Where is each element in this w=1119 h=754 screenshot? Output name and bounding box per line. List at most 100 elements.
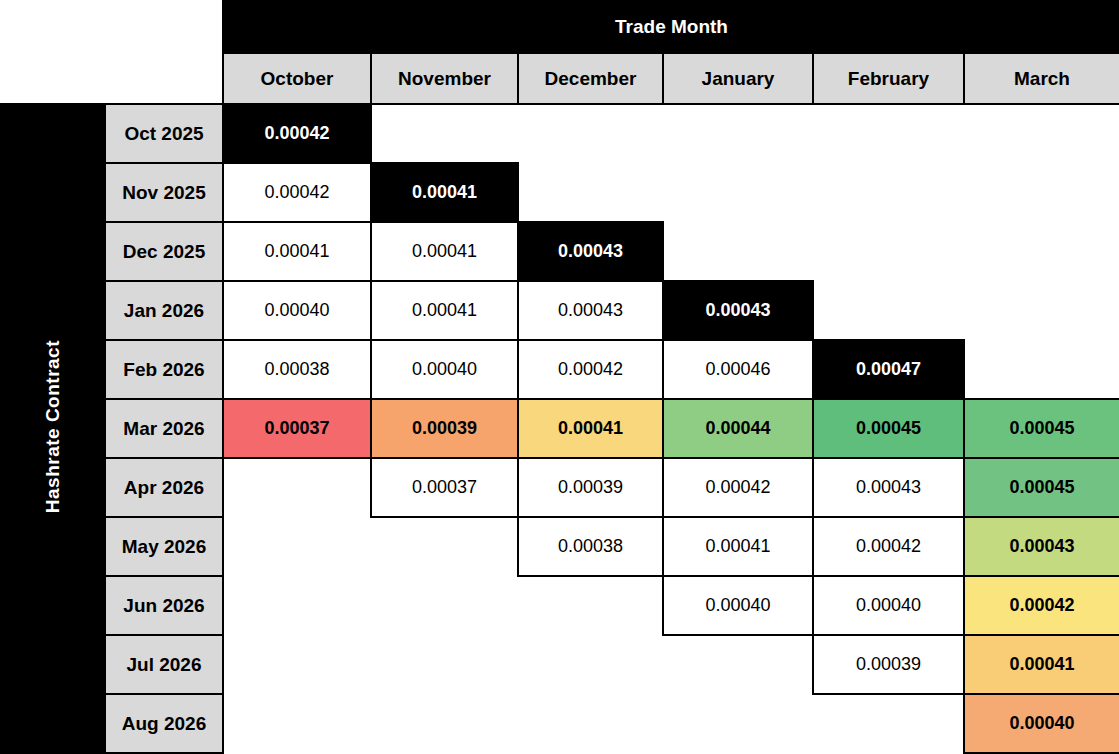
matrix-body: Hashrate ContractOct 20250.00042Nov 2025…: [1, 104, 1119, 753]
row-label-jul-2026: Jul 2026: [105, 635, 223, 694]
empty-cell: [964, 281, 1119, 340]
value-cell: 0.00042: [223, 163, 371, 222]
trade-month-header-row: Trade Month: [1, 1, 1119, 53]
diagonal-value-cell: 0.00043: [663, 281, 813, 340]
empty-cell: [663, 104, 813, 163]
heat-value-cell: 0.00041: [518, 399, 663, 458]
empty-cell: [371, 104, 518, 163]
heat-value-cell: 0.00045: [964, 399, 1119, 458]
value-cell: 0.00040: [813, 576, 964, 635]
empty-cell: [518, 163, 663, 222]
empty-cell: [663, 222, 813, 281]
empty-cell: [371, 517, 518, 576]
value-cell: 0.00038: [223, 340, 371, 399]
table-row: May 2026 0.000380.000410.000420.00043: [1, 517, 1119, 576]
table-row: Dec 20250.000410.000410.00043: [1, 222, 1119, 281]
row-label-jun-2026: Jun 2026: [105, 576, 223, 635]
value-cell: 0.00043: [813, 458, 964, 517]
empty-cell: [223, 635, 371, 694]
value-cell: 0.00043: [518, 281, 663, 340]
empty-cell: [964, 340, 1119, 399]
empty-cell: [813, 222, 964, 281]
table-row: Nov 20250.000420.00041: [1, 163, 1119, 222]
column-header-february: February: [813, 53, 964, 104]
value-cell: 0.00041: [223, 222, 371, 281]
heat-value-cell: 0.00045: [813, 399, 964, 458]
column-header-march: March: [964, 53, 1119, 104]
empty-cell: [223, 517, 371, 576]
heat-value-cell: 0.00042: [964, 576, 1119, 635]
row-label-aug-2026: Aug 2026: [105, 694, 223, 753]
empty-cell: [813, 104, 964, 163]
table-row: Jan 20260.000400.000410.000430.00043: [1, 281, 1119, 340]
heat-value-cell: 0.00040: [964, 694, 1119, 753]
column-header-october: October: [223, 53, 371, 104]
empty-cell: [964, 222, 1119, 281]
row-label-nov-2025: Nov 2025: [105, 163, 223, 222]
empty-cell: [371, 576, 518, 635]
heat-value-cell: 0.00039: [371, 399, 518, 458]
y-axis-title-bar: Hashrate Contract: [1, 104, 105, 753]
heat-value-cell: 0.00041: [964, 635, 1119, 694]
empty-cell: [813, 163, 964, 222]
value-cell: 0.00041: [371, 222, 518, 281]
heat-value-cell: 0.00044: [663, 399, 813, 458]
empty-cell: [663, 635, 813, 694]
column-header-january: January: [663, 53, 813, 104]
diagonal-value-cell: 0.00047: [813, 340, 964, 399]
value-cell: 0.00042: [813, 517, 964, 576]
hashrate-forward-matrix: Trade Month OctoberNovemberDecemberJanua…: [0, 0, 1119, 754]
table-row: Mar 20260.000370.000390.000410.000440.00…: [1, 399, 1119, 458]
row-label-oct-2025: Oct 2025: [105, 104, 223, 163]
heat-value-cell: 0.00037: [223, 399, 371, 458]
value-cell: 0.00041: [371, 281, 518, 340]
value-cell: 0.00039: [518, 458, 663, 517]
x-axis-title: Trade Month: [223, 1, 1119, 53]
value-cell: 0.00040: [371, 340, 518, 399]
empty-cell: [371, 694, 518, 753]
diagonal-value-cell: 0.00042: [223, 104, 371, 163]
row-label-feb-2026: Feb 2026: [105, 340, 223, 399]
empty-cell: [964, 163, 1119, 222]
empty-cell: [223, 694, 371, 753]
empty-cell: [518, 576, 663, 635]
row-label-apr-2026: Apr 2026: [105, 458, 223, 517]
table-row: Apr 2026 0.000370.000390.000420.000430.00…: [1, 458, 1119, 517]
column-header-december: December: [518, 53, 663, 104]
row-label-mar-2026: Mar 2026: [105, 399, 223, 458]
heat-value-cell: 0.00045: [964, 458, 1119, 517]
table-row: Hashrate ContractOct 20250.00042: [1, 104, 1119, 163]
row-label-dec-2025: Dec 2025: [105, 222, 223, 281]
value-cell: 0.00039: [813, 635, 964, 694]
column-header-november: November: [371, 53, 518, 104]
value-cell: 0.00037: [371, 458, 518, 517]
diagonal-value-cell: 0.00041: [371, 163, 518, 222]
empty-cell: [371, 635, 518, 694]
empty-cell: [518, 104, 663, 163]
table-row: Feb 20260.000380.000400.000420.000460.00…: [1, 340, 1119, 399]
empty-cell: [518, 635, 663, 694]
value-cell: 0.00042: [663, 458, 813, 517]
row-label-jan-2026: Jan 2026: [105, 281, 223, 340]
forward-curve-table: Trade Month OctoberNovemberDecemberJanua…: [0, 0, 1119, 754]
value-cell: 0.00038: [518, 517, 663, 576]
empty-cell: [518, 694, 663, 753]
empty-cell: [813, 281, 964, 340]
corner-spacer: [1, 1, 223, 104]
table-row: Jun 20260.000400.000400.00042: [1, 576, 1119, 635]
value-cell: 0.00040: [663, 576, 813, 635]
empty-cell: [964, 104, 1119, 163]
diagonal-value-cell: 0.00043: [518, 222, 663, 281]
empty-cell: [223, 458, 371, 517]
value-cell: 0.00042: [518, 340, 663, 399]
table-row: Aug 2026 0.00040: [1, 694, 1119, 753]
row-label-may-2026: May 2026: [105, 517, 223, 576]
heat-value-cell: 0.00043: [964, 517, 1119, 576]
y-axis-title: Hashrate Contract: [42, 340, 64, 513]
table-row: Jul 2026 0.000390.00041: [1, 635, 1119, 694]
value-cell: 0.00040: [223, 281, 371, 340]
empty-cell: [223, 576, 371, 635]
value-cell: 0.00041: [663, 517, 813, 576]
empty-cell: [663, 694, 813, 753]
empty-cell: [813, 694, 964, 753]
